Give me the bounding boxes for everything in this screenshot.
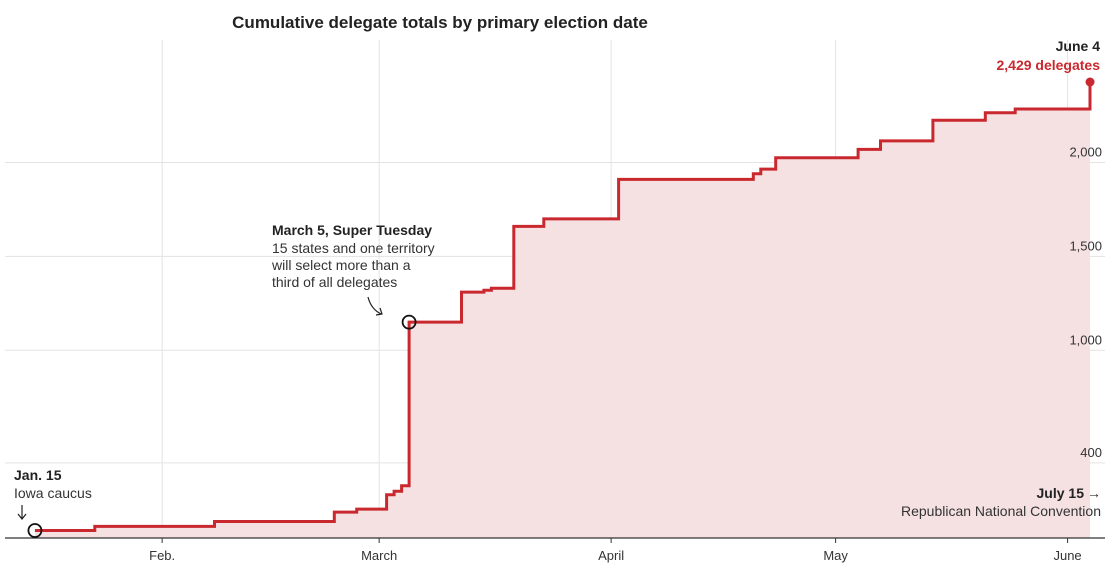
- x-tick-label: March: [361, 548, 397, 563]
- annotation-convention: July 15 → Republican National Convention: [901, 485, 1101, 519]
- annotation-super-tuesday-line-2: will select more than a: [271, 257, 411, 273]
- y-tick-label: 2,000: [1069, 145, 1102, 160]
- y-tick-label: 1,500: [1069, 238, 1102, 253]
- annotation-convention-text: Republican National Convention: [901, 503, 1101, 519]
- annotation-convention-arrow: →: [1087, 485, 1101, 501]
- x-tick-label: May: [823, 548, 848, 563]
- annotation-end-date: June 4: [1056, 38, 1101, 54]
- annotation-super-tuesday-title: March 5, Super Tuesday: [272, 222, 432, 238]
- annotation-end-value: 2,429 delegates: [996, 57, 1100, 73]
- y-axis-ticks: 400 1,000 1,500 2,000: [1069, 145, 1102, 460]
- cumulative-area: [34, 82, 1090, 538]
- chart-title: Cumulative delegate totals by primary el…: [232, 13, 648, 32]
- annotation-iowa: Jan. 15 Iowa caucus: [14, 467, 92, 538]
- x-axis-ticks: Feb. March April May June: [149, 538, 1082, 563]
- annotation-iowa-text: Iowa caucus: [14, 485, 92, 501]
- annotation-super-tuesday-line-1: 15 states and one territory: [272, 240, 435, 256]
- end-point-dot: [1085, 77, 1095, 87]
- annotation-iowa-circle: [27, 523, 43, 538]
- annotation-iowa-title: Jan. 15: [14, 467, 62, 483]
- annotation-super-tuesday: March 5, Super Tuesday 15 states and one…: [271, 222, 435, 330]
- x-tick-label: April: [598, 548, 624, 563]
- x-tick-label: Feb.: [149, 548, 175, 563]
- annotation-super-tuesday-line-3: third of all delegates: [272, 274, 397, 290]
- x-tick-label: June: [1053, 548, 1081, 563]
- annotation-iowa-arrow: [17, 505, 27, 520]
- annotation-super-tuesday-arrow: [367, 296, 383, 316]
- cumulative-step-line: [34, 82, 1092, 532]
- y-tick-label: 400: [1080, 445, 1102, 460]
- annotation-super-tuesday-circle: [401, 314, 417, 330]
- y-tick-label: 1,000: [1069, 332, 1102, 347]
- annotation-end: June 4 2,429 delegates: [996, 38, 1100, 87]
- annotation-convention-title: July 15: [1037, 485, 1085, 501]
